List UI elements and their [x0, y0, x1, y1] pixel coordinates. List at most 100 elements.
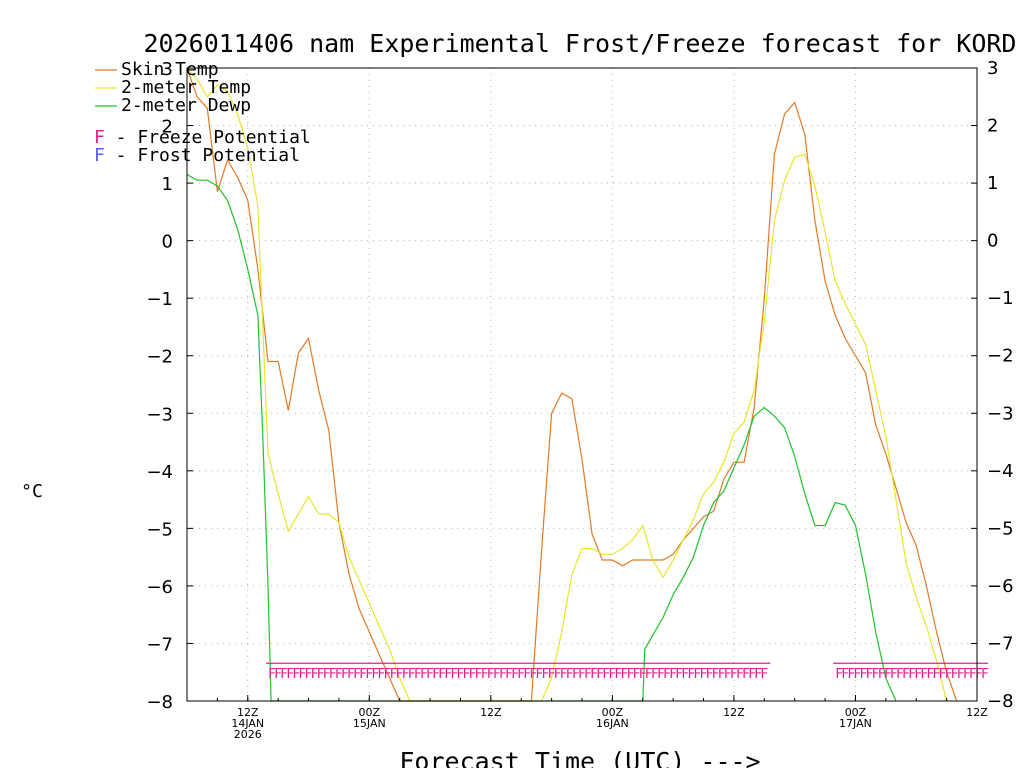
freeze-flag: F	[456, 667, 464, 682]
freeze-flag: F	[475, 667, 483, 682]
freeze-flag: F	[541, 667, 549, 682]
freeze-flag: F	[383, 667, 391, 682]
freeze-flag: F	[706, 667, 714, 682]
y-tick-label-right: −8	[987, 691, 1014, 712]
freeze-flag: F	[890, 667, 898, 682]
freeze-flag: F	[914, 667, 922, 682]
y-ticks: −8 −8 −7 −7 −6 −6 −5 −5 −4 −4 −3 −3 −2 −2 −1 −1 0 0 1 1 2 2 3 3	[146, 58, 1013, 713]
freeze-flag: F	[268, 667, 276, 682]
y-tick-label-left: 2	[162, 117, 173, 138]
freeze-flag: F	[566, 667, 574, 682]
freeze-flag: F	[438, 667, 446, 682]
y-tick-label-left: −5	[146, 519, 173, 540]
freeze-flag: F	[517, 667, 525, 682]
freeze-flag: F	[663, 667, 671, 682]
y-tick-label-left: −2	[146, 347, 173, 368]
y-tick-label-right: −4	[987, 461, 1014, 482]
freeze-flag: F	[639, 667, 647, 682]
freeze-flag: F	[426, 667, 434, 682]
freeze-flag: F	[760, 667, 768, 682]
freeze-flag: F	[274, 667, 282, 682]
freeze-flag: F	[651, 667, 659, 682]
freeze-flag: F	[681, 667, 689, 682]
y-tick-label-left: −4	[146, 462, 173, 483]
freeze-flag: F	[884, 667, 892, 682]
y-tick-label-right: 0	[987, 231, 998, 252]
series-line-skin-temp	[186, 67, 958, 702]
x-tick-label: 00Z	[359, 706, 381, 719]
freeze-flag: F	[657, 667, 665, 682]
freeze-flag: F	[951, 667, 959, 682]
freeze-flag: F	[633, 667, 641, 682]
freeze-flag: F	[969, 667, 977, 682]
freeze-flag: F	[554, 667, 562, 682]
freeze-flag: F	[902, 667, 910, 682]
freeze-flag: F	[675, 667, 683, 682]
x-tick-label: 12Z	[237, 706, 259, 719]
freeze-flag: F	[335, 667, 343, 682]
freeze-flag: F	[908, 667, 916, 682]
freeze-flag: F	[359, 667, 367, 682]
freeze-flag: F	[341, 667, 349, 682]
freeze-flag: F	[975, 667, 983, 682]
freeze-flag: F	[535, 667, 543, 682]
x-tick-label: 00Z	[602, 706, 624, 719]
freeze-flag: F	[693, 667, 701, 682]
freeze-flag: F	[493, 667, 501, 682]
series-lines	[186, 67, 958, 702]
x-tick-label: 17JAN	[839, 717, 872, 730]
x-axis-label: Forecast Time (UTC) --->	[399, 747, 760, 768]
freeze-flag: F	[981, 667, 989, 682]
y-tick-label-right: 1	[987, 173, 998, 194]
freeze-flag: F	[292, 667, 300, 682]
freeze-flag: F	[963, 667, 971, 682]
freeze-flag: F	[620, 667, 628, 682]
legend-label: 2-meter Temp	[121, 77, 251, 98]
freeze-flag: F	[280, 667, 288, 682]
freeze-flag: F	[523, 667, 531, 682]
freeze-flag: F	[614, 667, 622, 682]
y-tick-label-right: 2	[987, 116, 998, 137]
freeze-flag: F	[860, 667, 868, 682]
y-tick-label-right: −6	[987, 576, 1014, 597]
freeze-flag: F	[469, 667, 477, 682]
y-tick-label-right: 3	[987, 58, 998, 79]
x-tick-label: 2026	[234, 728, 262, 741]
x-tick-label: 12Z	[480, 706, 502, 719]
y-tick-label-right: −7	[987, 633, 1014, 654]
freeze-flag: F	[450, 667, 458, 682]
freeze-flag: F	[390, 667, 398, 682]
freeze-flag: F	[957, 667, 965, 682]
freeze-flag: F	[926, 667, 934, 682]
freeze-flag: F	[932, 667, 940, 682]
y-tick-label-left: 1	[162, 174, 173, 195]
freeze-flag: F	[853, 667, 861, 682]
freeze-flag: F	[724, 667, 732, 682]
freeze-flag: F	[371, 667, 379, 682]
freeze-flag: F	[896, 667, 904, 682]
y-tick-label-left: −7	[146, 634, 173, 655]
freeze-flag: F	[872, 667, 880, 682]
legend-potential-letter: F	[94, 145, 105, 166]
freeze-flag: F	[754, 667, 762, 682]
x-tick-label: 12Z	[723, 706, 745, 719]
freeze-flag: F	[329, 667, 337, 682]
y-tick-label-right: −2	[987, 346, 1014, 367]
freeze-flag: F	[548, 667, 556, 682]
y-axis-label: °C	[21, 481, 43, 502]
x-tick-label: 12Z	[966, 706, 988, 719]
freeze-flag: F	[286, 667, 294, 682]
freeze-flag: F	[939, 667, 947, 682]
freeze-flag: F	[432, 667, 440, 682]
x-tick-label: 15JAN	[353, 717, 386, 730]
freeze-flag: F	[748, 667, 756, 682]
plot-frame	[186, 67, 978, 702]
y-tick-label-left: −6	[146, 577, 173, 598]
freeze-flag: F	[730, 667, 738, 682]
y-tick-label-left: −8	[146, 692, 173, 713]
freeze-flag: F	[945, 667, 953, 682]
y-tick-label-left: 3	[162, 59, 173, 80]
freeze-flag: F	[835, 667, 843, 682]
